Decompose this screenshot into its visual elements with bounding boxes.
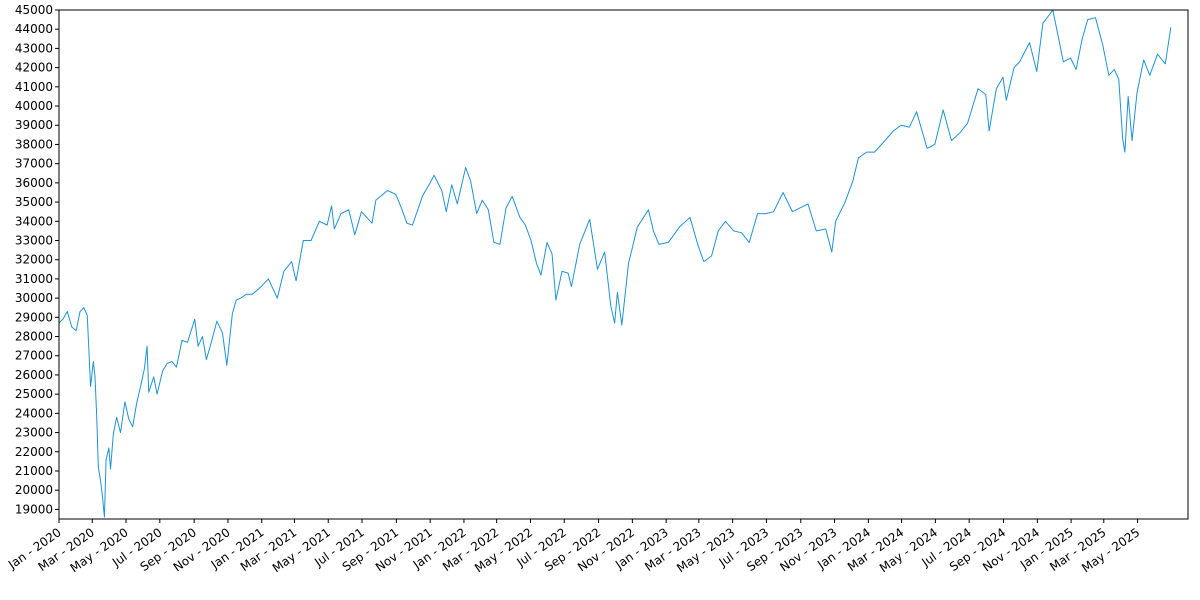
y-tick-label: 27000 [15,349,53,363]
y-tick-label: 32000 [15,253,53,267]
y-tick-label: 25000 [15,387,53,401]
y-tick-label: 28000 [15,330,53,344]
y-tick-label: 43000 [15,41,53,55]
y-tick-label: 31000 [15,272,53,286]
y-tick-label: 38000 [15,137,53,151]
y-tick-label: 34000 [15,214,53,228]
y-tick-label: 42000 [15,61,53,75]
y-tick-label: 24000 [15,406,53,420]
y-tick-label: 22000 [15,445,53,459]
y-tick-label: 37000 [15,157,53,171]
y-tick-label: 40000 [15,99,53,113]
y-tick-label: 21000 [15,464,53,478]
y-tick-label: 19000 [15,502,53,516]
y-axis: 19000 20000 21000 22000 23000 24000 25000 26000… [15,3,59,516]
y-tick-label: 35000 [15,195,53,209]
y-tick-label: 36000 [15,176,53,190]
y-tick-label: 26000 [15,368,53,382]
y-tick-label: 20000 [15,483,53,497]
y-tick-label: 44000 [15,22,53,36]
y-tick-label: 33000 [15,233,53,247]
y-tick-label: 23000 [15,426,53,440]
y-tick-label: 41000 [15,80,53,94]
y-tick-label: 30000 [15,291,53,305]
plot-frame [58,9,1189,520]
y-tick-label: 39000 [15,118,53,132]
y-tick-label: 45000 [15,3,53,17]
y-tick-label: 29000 [15,310,53,324]
plot-area [58,9,1172,518]
series-line-0 [58,9,1172,518]
